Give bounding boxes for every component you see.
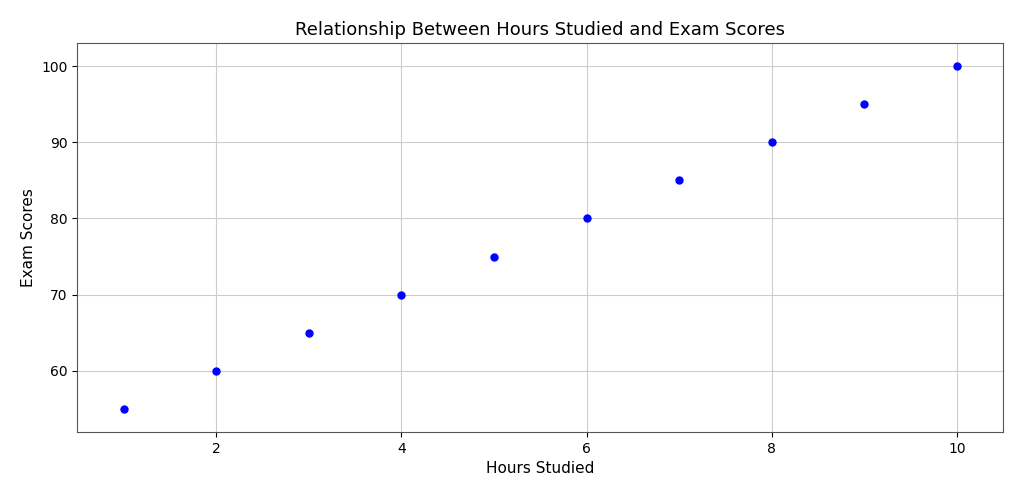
- Point: [856, 100, 872, 108]
- Point: [485, 252, 502, 260]
- Point: [671, 176, 687, 184]
- X-axis label: Hours Studied: Hours Studied: [486, 461, 595, 476]
- Point: [764, 138, 780, 146]
- Point: [579, 215, 595, 223]
- Point: [116, 405, 132, 413]
- Title: Relationship Between Hours Studied and Exam Scores: Relationship Between Hours Studied and E…: [295, 21, 785, 39]
- Y-axis label: Exam Scores: Exam Scores: [20, 188, 36, 287]
- Point: [393, 291, 410, 299]
- Point: [301, 329, 317, 337]
- Point: [208, 367, 224, 375]
- Point: [948, 62, 965, 70]
